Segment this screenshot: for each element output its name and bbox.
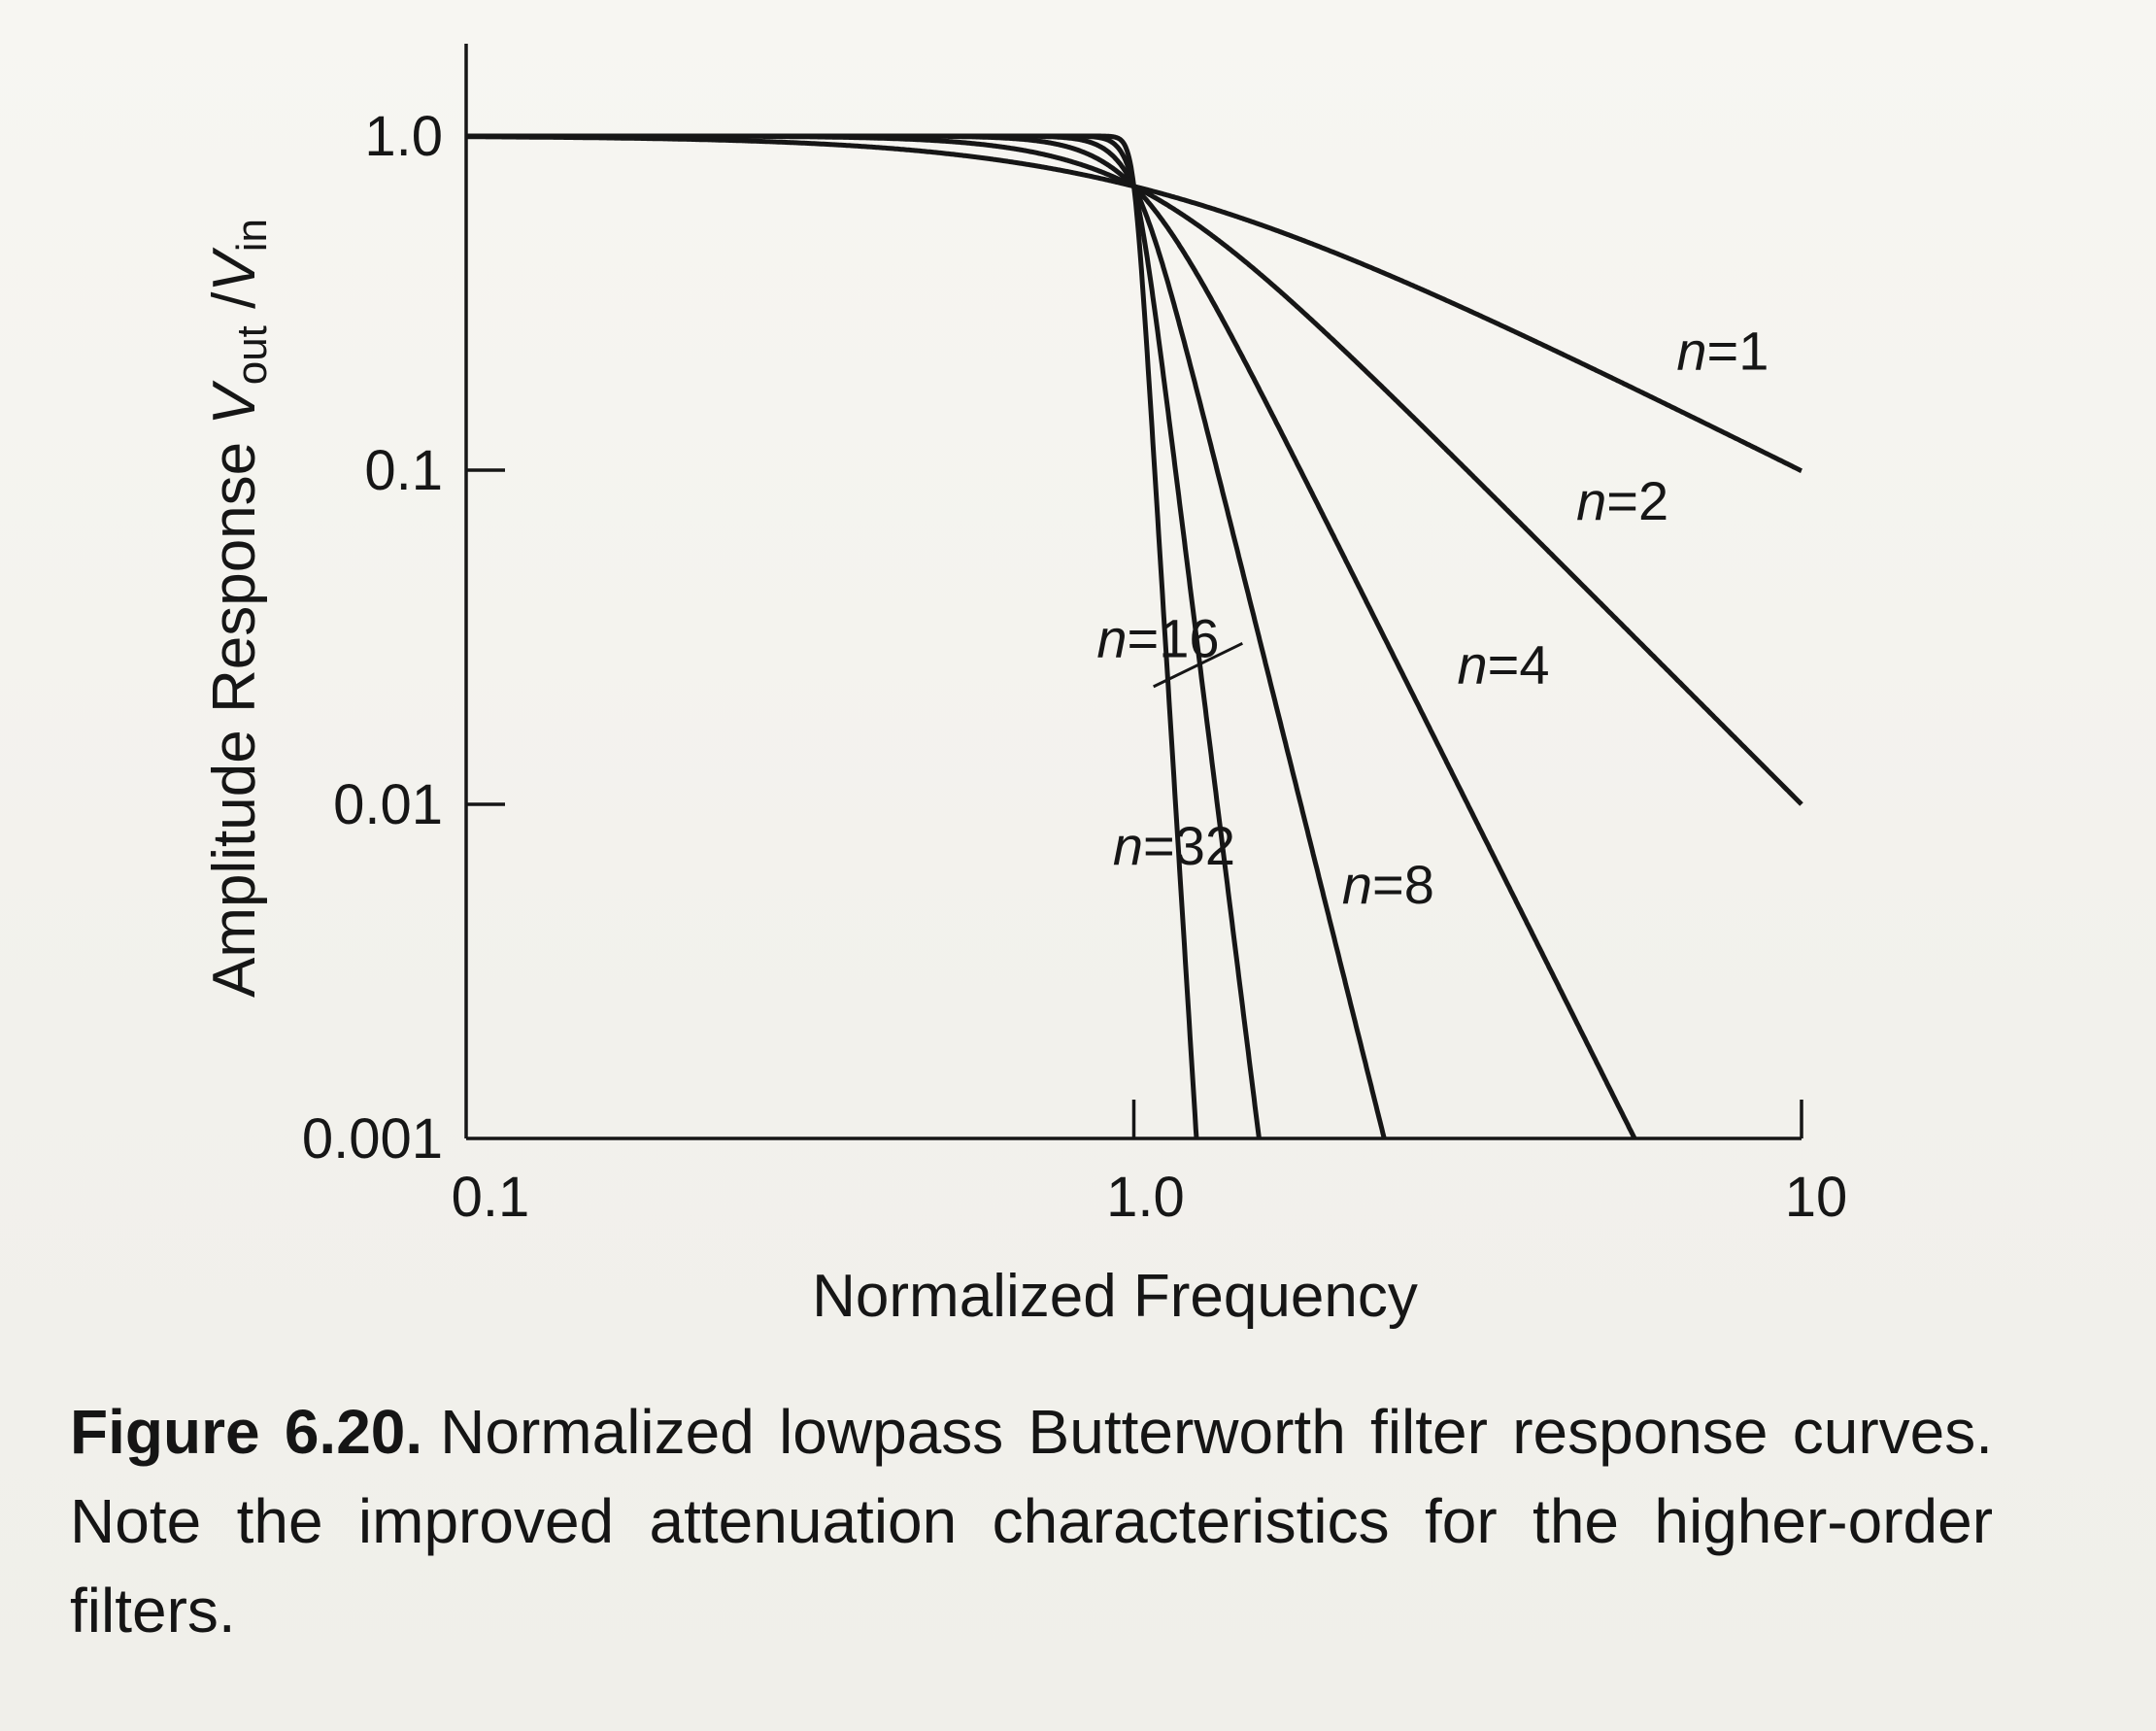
x-tick-label: 0.1 — [452, 1166, 530, 1229]
x-axis-title: Normalized Frequency — [812, 1263, 1418, 1330]
x-tick-label: 1.0 — [1106, 1166, 1185, 1229]
caption-text: Normalized lowpass Butterworth filter re… — [70, 1397, 1993, 1646]
series-label-n-1: n=1 — [1676, 320, 1769, 381]
curve-n-8 — [464, 133, 1387, 1139]
y-tick-label: 0.001 — [302, 1107, 443, 1171]
series-label-n-32: n=32 — [1113, 815, 1235, 876]
series-label-n-2: n=2 — [1576, 470, 1668, 531]
response-curves — [464, 133, 1803, 1140]
y-axis-title-sub2: in — [228, 219, 276, 252]
figure-label: Figure 6.20. — [70, 1397, 423, 1467]
y-axis-title: Amplitude Response Vout /Vin — [201, 219, 276, 998]
series-label-n-16: n=16 — [1096, 607, 1219, 668]
figure-caption: Figure 6.20. Normalized lowpass Butterwor… — [70, 1387, 1993, 1655]
series-label-n-4: n=4 — [1457, 634, 1549, 696]
y-axis-title-v2: V — [201, 247, 268, 292]
y-axis-title-prefix: Amplitude Response — [201, 425, 268, 998]
series-label-pointer — [1153, 641, 1243, 689]
x-tick-label: 10 — [1785, 1166, 1848, 1229]
series-label-n-8: n=8 — [1342, 854, 1434, 915]
y-tick-label: 0.01 — [333, 773, 443, 836]
curve-n-32 — [464, 133, 1199, 1139]
y-axis-title-v1: V — [201, 380, 268, 425]
series-labels: n=1 n=2 n=4 n=8 n=16 n=32 — [1096, 320, 1769, 915]
y-tick-label: 0.1 — [364, 439, 443, 502]
y-axis-title-slash: / — [201, 291, 268, 325]
y-tick-label: 1.0 — [364, 105, 443, 168]
y-axis-title-sub1: out — [228, 325, 276, 385]
